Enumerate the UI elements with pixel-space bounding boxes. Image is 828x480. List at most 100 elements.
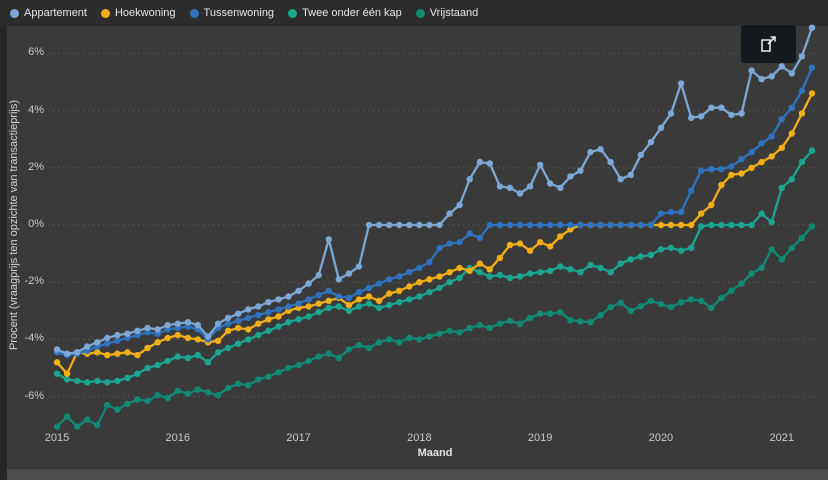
data-point — [305, 357, 312, 365]
data-point — [486, 221, 493, 229]
export-button[interactable] — [741, 25, 796, 63]
data-point — [124, 330, 131, 337]
data-point — [587, 148, 594, 156]
data-point — [355, 289, 363, 296]
data-point — [547, 180, 554, 187]
data-point — [647, 251, 655, 259]
data-point — [255, 303, 262, 310]
data-point — [94, 349, 101, 356]
data-point — [758, 210, 765, 217]
data-point — [677, 208, 685, 216]
data-point — [516, 221, 524, 229]
data-point — [285, 319, 292, 326]
data-point — [386, 290, 393, 297]
data-point — [778, 184, 785, 191]
legend-item-appartement[interactable]: Appartement — [10, 7, 87, 19]
data-point — [486, 273, 493, 280]
data-point — [174, 331, 181, 339]
data-point — [698, 113, 705, 120]
data-point — [637, 303, 644, 310]
data-point — [315, 309, 322, 316]
data-point — [375, 297, 383, 304]
data-point — [778, 63, 785, 70]
data-point — [567, 317, 574, 324]
data-point — [587, 319, 594, 326]
data-point — [496, 221, 504, 229]
data-point — [154, 339, 161, 346]
data-point — [204, 333, 212, 340]
data-point — [416, 264, 423, 272]
data-point — [235, 340, 242, 347]
data-point — [557, 184, 564, 191]
data-point — [305, 313, 312, 320]
data-point — [335, 303, 342, 310]
legend-series-label: Twee onder één kap — [302, 7, 402, 19]
data-point — [627, 256, 634, 263]
data-point — [496, 271, 504, 279]
data-point — [526, 314, 534, 322]
data-point — [698, 210, 705, 217]
data-point — [275, 313, 282, 320]
data-point — [144, 397, 151, 405]
data-point — [235, 310, 242, 317]
data-point — [396, 273, 403, 280]
data-point — [214, 337, 222, 344]
data-point — [265, 316, 272, 323]
data-point — [677, 221, 685, 229]
data-point — [245, 314, 252, 322]
data-point — [224, 344, 232, 352]
data-point — [587, 261, 594, 269]
data-point — [547, 267, 554, 274]
data-point — [627, 221, 634, 229]
legend-item-hoekwoning[interactable]: Hoekwoning — [100, 7, 176, 19]
data-point — [768, 153, 775, 160]
data-point — [708, 304, 715, 312]
data-point — [265, 299, 272, 306]
data-point — [124, 349, 131, 356]
data-point — [506, 274, 514, 282]
data-point — [416, 336, 423, 343]
data-point — [597, 146, 604, 153]
data-point — [738, 156, 745, 163]
data-point — [466, 230, 473, 237]
data-point — [114, 350, 121, 357]
y-axis-title: Procent (vraagprijs ten opzichte van tra… — [8, 99, 20, 351]
data-point — [738, 280, 745, 287]
legend-item-vrijstaand[interactable]: Vrijstaand — [415, 7, 478, 19]
data-point — [104, 402, 111, 409]
data-point — [416, 293, 423, 300]
data-point — [124, 400, 131, 407]
data-point — [325, 236, 332, 243]
legend-series-label: Hoekwoning — [114, 7, 176, 19]
data-point — [325, 297, 332, 304]
legend-item-twee-onder-n-kap[interactable]: Twee onder één kap — [288, 7, 402, 19]
legend-series-dot-icon — [100, 8, 110, 18]
data-point — [53, 370, 61, 377]
data-point — [315, 353, 322, 360]
data-point — [375, 221, 383, 229]
data-point — [426, 221, 433, 229]
data-point — [688, 296, 695, 303]
data-point — [708, 166, 715, 173]
data-point — [355, 341, 363, 349]
data-point — [235, 380, 242, 387]
legend-band — [0, 0, 828, 26]
data-point — [275, 306, 282, 313]
data-point — [597, 264, 604, 272]
data-point — [466, 267, 473, 274]
data-point — [647, 297, 655, 304]
data-point — [577, 318, 584, 325]
data-point — [798, 53, 806, 60]
data-point — [496, 320, 504, 327]
legend-item-tussenwoning[interactable]: Tussenwoning — [189, 7, 274, 19]
data-point — [597, 311, 604, 319]
data-point — [305, 280, 312, 287]
series-hoekwoning — [53, 90, 816, 377]
data-point — [174, 320, 181, 327]
data-point — [748, 270, 755, 277]
bottom-edge-band — [7, 469, 828, 480]
data-point — [547, 243, 554, 250]
data-point — [798, 234, 806, 242]
data-point — [466, 324, 473, 332]
